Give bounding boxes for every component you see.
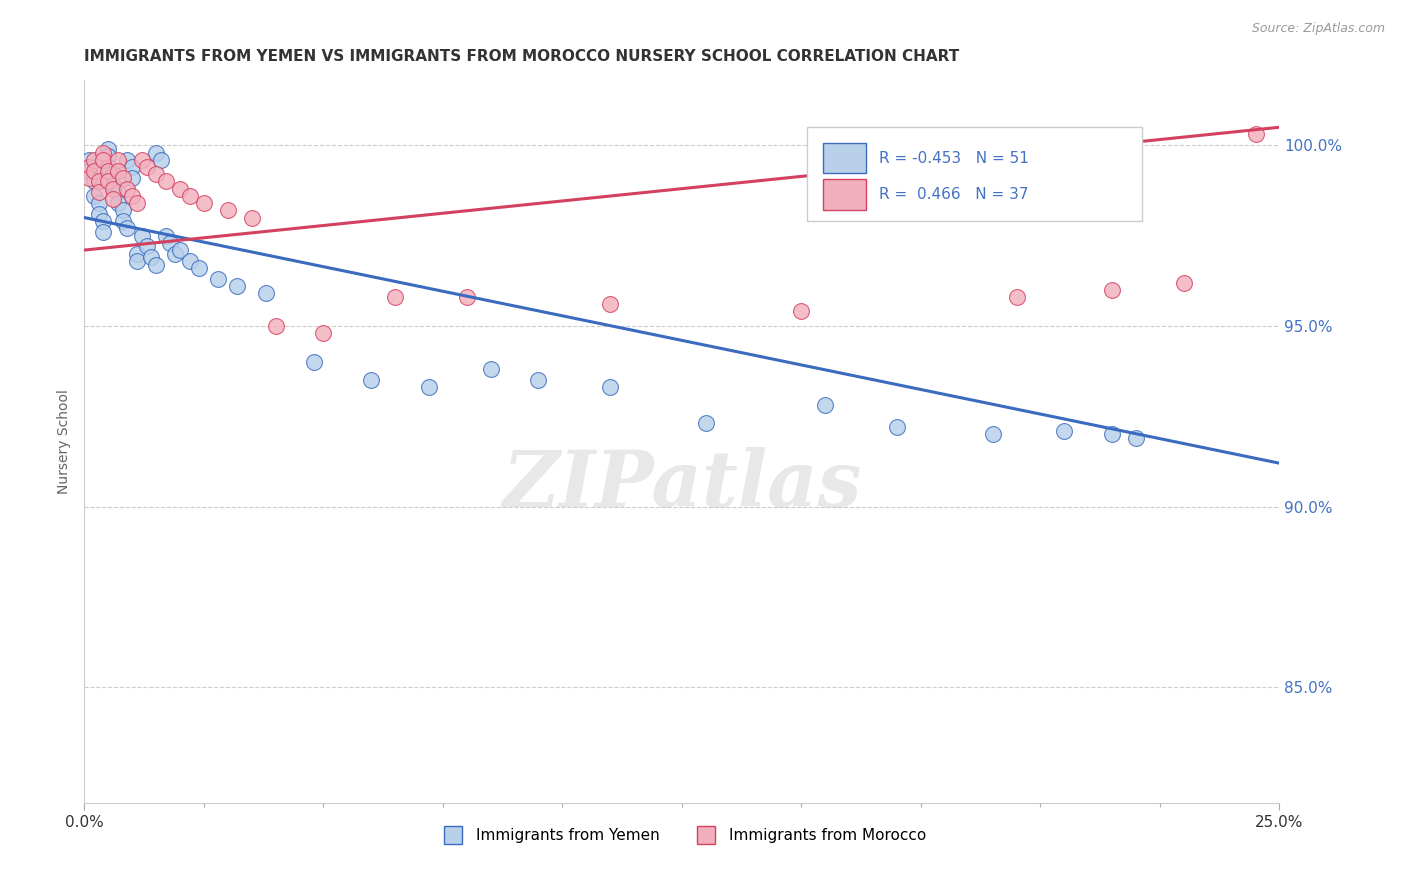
Point [125, 196, 148, 211]
Point [155, 228, 177, 243]
Point [87, 174, 110, 188]
Point [125, 246, 148, 260]
Point [77, 160, 100, 174]
Point [97, 174, 120, 188]
Point [159, 235, 181, 250]
Point [302, 355, 325, 369]
Point [207, 272, 229, 286]
Point [312, 326, 335, 341]
Point [93, 145, 115, 160]
Point [83, 174, 105, 188]
Point [117, 153, 139, 167]
Point [145, 145, 167, 160]
Point [87, 207, 110, 221]
Point [193, 196, 215, 211]
Point [179, 254, 201, 268]
Point [145, 167, 167, 181]
Point [87, 186, 110, 200]
Point [87, 196, 110, 211]
Point [149, 153, 172, 167]
Point [264, 318, 287, 333]
Point [886, 420, 908, 434]
Point [97, 149, 120, 163]
Point [125, 254, 148, 268]
Point [141, 250, 163, 264]
Point [599, 297, 621, 311]
Point [217, 203, 239, 218]
Point [111, 214, 134, 228]
Point [169, 243, 191, 257]
Point [83, 189, 105, 203]
Point [101, 167, 124, 181]
Point [107, 186, 129, 200]
Text: R = -0.453   N = 51: R = -0.453 N = 51 [879, 151, 1029, 166]
Point [131, 153, 153, 167]
Point [97, 163, 120, 178]
Point [240, 211, 263, 225]
Text: IMMIGRANTS FROM YEMEN VS IMMIGRANTS FROM MOROCCO NURSERY SCHOOL CORRELATION CHAR: IMMIGRANTS FROM YEMEN VS IMMIGRANTS FROM… [84, 49, 960, 64]
Point [599, 380, 621, 394]
Point [101, 182, 124, 196]
Point [111, 170, 134, 185]
Point [93, 153, 115, 167]
Point [117, 221, 139, 235]
Point [93, 214, 115, 228]
Point [360, 373, 382, 387]
Point [1053, 424, 1076, 438]
Point [226, 279, 249, 293]
Point [77, 153, 100, 167]
Point [101, 178, 124, 192]
Point [121, 189, 143, 203]
Point [169, 182, 191, 196]
Text: R =  0.466   N = 37: R = 0.466 N = 37 [879, 187, 1029, 202]
Point [188, 261, 211, 276]
Point [101, 193, 124, 207]
Point [97, 142, 120, 156]
Point [135, 239, 157, 253]
Legend: Immigrants from Yemen, Immigrants from Morocco: Immigrants from Yemen, Immigrants from M… [432, 822, 932, 849]
FancyBboxPatch shape [823, 179, 866, 210]
Point [790, 304, 813, 318]
Point [83, 163, 105, 178]
Point [155, 174, 177, 188]
Point [83, 153, 105, 167]
Point [1101, 283, 1123, 297]
Point [254, 286, 277, 301]
Point [131, 228, 153, 243]
Point [107, 163, 129, 178]
Text: ZIPatlas: ZIPatlas [502, 447, 862, 523]
Point [1005, 290, 1028, 304]
Y-axis label: Nursery School: Nursery School [58, 389, 72, 494]
FancyBboxPatch shape [823, 143, 866, 173]
Point [1173, 276, 1195, 290]
Point [384, 290, 406, 304]
Point [814, 399, 837, 413]
Point [77, 170, 100, 185]
Point [1101, 427, 1123, 442]
Point [695, 417, 717, 431]
Point [97, 160, 120, 174]
FancyBboxPatch shape [807, 128, 1142, 221]
Point [527, 373, 550, 387]
Text: Source: ZipAtlas.com: Source: ZipAtlas.com [1251, 22, 1385, 36]
Point [165, 246, 187, 260]
Point [418, 380, 440, 394]
Point [145, 258, 167, 272]
Point [121, 160, 143, 174]
Point [981, 427, 1004, 442]
Point [121, 170, 143, 185]
Point [179, 189, 201, 203]
Point [1244, 128, 1267, 142]
Point [1125, 431, 1147, 445]
Point [93, 225, 115, 239]
Point [135, 160, 157, 174]
Point [77, 163, 100, 178]
Point [107, 153, 129, 167]
Point [456, 290, 478, 304]
Point [117, 182, 139, 196]
Point [479, 362, 502, 376]
Point [111, 203, 134, 218]
Point [107, 196, 129, 211]
